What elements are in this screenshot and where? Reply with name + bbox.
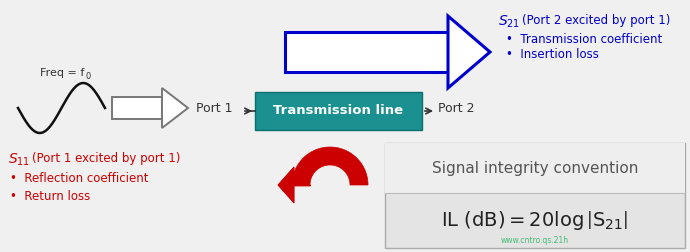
Polygon shape xyxy=(448,16,490,88)
Text: •  Insertion loss: • Insertion loss xyxy=(506,48,599,61)
Text: www.cntro.qs.21h: www.cntro.qs.21h xyxy=(501,236,569,245)
FancyBboxPatch shape xyxy=(112,97,162,119)
FancyBboxPatch shape xyxy=(385,143,685,248)
Polygon shape xyxy=(162,88,188,128)
Polygon shape xyxy=(278,167,294,203)
Polygon shape xyxy=(292,147,368,185)
Text: •  Transmission coefficient: • Transmission coefficient xyxy=(506,33,662,46)
Text: $S_{21}$: $S_{21}$ xyxy=(498,14,520,30)
Text: Port 1: Port 1 xyxy=(196,102,233,114)
FancyBboxPatch shape xyxy=(285,32,448,72)
Text: •  Return loss: • Return loss xyxy=(10,190,90,203)
FancyBboxPatch shape xyxy=(255,92,422,130)
Text: (Port 2 excited by port 1): (Port 2 excited by port 1) xyxy=(522,14,671,27)
Text: Signal integrity convention: Signal integrity convention xyxy=(432,161,638,176)
FancyBboxPatch shape xyxy=(385,143,685,193)
Text: •  Reflection coefficient: • Reflection coefficient xyxy=(10,172,148,185)
Text: 0: 0 xyxy=(85,72,90,81)
Text: Freq = f: Freq = f xyxy=(40,68,84,78)
Text: Transmission line: Transmission line xyxy=(273,105,404,117)
Text: $\mathrm{IL\ (dB) = 20\log\left|S_{21}\right|}$: $\mathrm{IL\ (dB) = 20\log\left|S_{21}\r… xyxy=(442,209,629,232)
Text: (Port 1 excited by port 1): (Port 1 excited by port 1) xyxy=(32,152,180,165)
FancyBboxPatch shape xyxy=(288,35,446,70)
Text: Port 2: Port 2 xyxy=(438,102,475,114)
Text: $S_{11}$: $S_{11}$ xyxy=(8,152,30,168)
FancyBboxPatch shape xyxy=(113,99,161,117)
Polygon shape xyxy=(278,167,294,203)
